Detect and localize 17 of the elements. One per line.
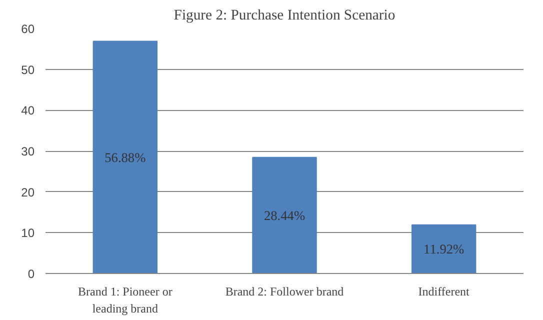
y-tick-label: 30 [21, 144, 35, 158]
bar [92, 40, 158, 274]
x-tick-label: Brand 2: Follower brand [225, 284, 344, 298]
y-tick-label: 20 [21, 185, 35, 200]
y-tick-label: 0 [28, 267, 35, 281]
data-label: 11.92% [424, 242, 464, 257]
bar [252, 156, 317, 274]
y-tick-label: 50 [21, 62, 35, 77]
chart-title: Figure 2: Purchase Intention Scenario [174, 8, 396, 24]
y-tick-label: 10 [21, 226, 35, 240]
y-tick-label: 60 [21, 22, 35, 36]
y-tick-label: 40 [21, 104, 35, 118]
x-tick-label: Brand 1: Pioneer or leading brand [78, 284, 172, 316]
data-label: 28.44% [264, 208, 306, 223]
bar [411, 224, 476, 274]
x-tick-label: Indifferent [418, 284, 470, 298]
data-label: 56.88% [104, 150, 146, 165]
